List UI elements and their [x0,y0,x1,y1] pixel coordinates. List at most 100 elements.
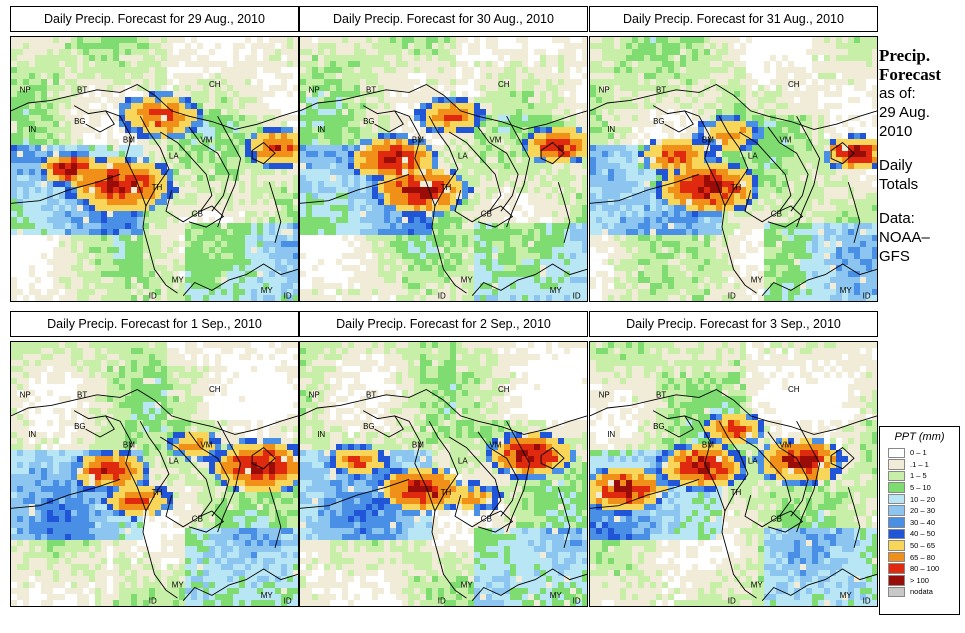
legend-item: 80 – 100 [880,563,959,575]
country-label: TH [441,488,452,497]
legend-item: .1 – 1 [880,459,959,471]
border-line [11,83,155,112]
map-svg: NP BT BG IN BM LA VM TH CB CH MY ID MY ID [300,37,587,301]
country-label: VM [200,441,212,450]
legend-swatch [888,551,905,563]
border-line [477,205,514,228]
border-line [684,415,749,513]
border-line [362,105,404,133]
border-line [159,131,213,223]
legend-swatch [888,447,905,459]
border-line [251,447,276,470]
border-line [733,94,877,130]
country-label: TH [441,183,452,192]
country-label: CH [788,385,800,394]
country-label: CH [498,80,510,89]
totals-label: Totals [879,176,919,193]
border-line [830,447,855,470]
map-svg: NP BT BG IN BM LA VM TH CB CH MY ID MY ID [300,342,587,606]
border-line [443,94,587,130]
country-label: IN [317,430,325,439]
legend-swatch [888,586,905,598]
country-label: VM [779,441,791,450]
forecast-panel-29-aug: Daily Precip. Forecast for 29 Aug., 2010… [10,6,299,302]
border-line [767,205,804,228]
as-of-label: as of: [879,85,916,102]
country-label: MY [461,581,474,590]
data-label: Data: [879,210,915,227]
country-label: VM [200,136,212,145]
country-label: BM [702,441,714,450]
border-line [300,388,444,417]
border-line [11,478,121,509]
border-line [652,410,694,438]
country-label: MY [751,581,764,590]
legend-item: 50 – 65 [880,540,959,552]
map-svg: NP BT BG IN BM LA VM TH CB CH MY ID MY ID [11,37,298,301]
legend-label: > 100 [910,575,929,585]
precip-map: NP BT BG IN BM LA VM TH CB CH MY ID MY ID [299,36,588,302]
country-label: NP [599,85,610,94]
legend-swatch [888,540,905,551]
border-line [217,420,242,533]
border-line [733,399,877,435]
legend-label: 30 – 40 [910,517,936,527]
border-line [182,263,298,296]
border-line [217,115,242,228]
border-line [448,436,502,528]
border-line [847,182,861,244]
country-label: CB [481,210,492,219]
country-label: BT [656,85,666,94]
daily-label: Daily [879,157,913,174]
legend-swatch [888,528,905,540]
country-label: VM [779,136,791,145]
legend-swatch [888,517,905,528]
country-label: CH [788,80,800,89]
legend-label: 10 – 20 [910,494,936,504]
border-line [738,131,792,223]
legend-item: nodata [880,586,959,598]
border-line [268,487,282,549]
side-info: Precip. Forecast as of: 29 Aug. 2010 Dai… [879,46,963,266]
border-line [159,436,213,528]
legend-item: 1 – 5 [880,470,959,482]
forecast-panel-31-aug: Daily Precip. Forecast for 31 Aug., 2010… [589,6,878,302]
country-label: ID [863,291,871,300]
border-line [761,568,877,601]
forecast-panel-1-sep: Daily Precip. Forecast for 1 Sep., 2010 … [10,311,299,607]
border-line [142,510,178,599]
country-label: NP [20,85,31,94]
country-label: ID [149,291,157,300]
border-line [590,478,700,509]
country-label: IN [28,125,36,134]
country-label: IN [317,125,325,134]
forecast-panel-30-aug: Daily Precip. Forecast for 30 Aug., 2010… [299,6,588,302]
border-line [477,126,519,212]
border-line [142,205,178,294]
data-model: GFS [879,248,910,265]
country-label: ID [728,291,736,300]
legend-swatch [888,482,905,493]
country-label: MY [550,286,563,295]
country-label: NP [309,390,320,399]
ppt-legend: PPT (mm) 0 – 1.1 – 1 1 – 5 5 – 10 10 – 20 20… [879,426,960,615]
precip-map: NP BT BG IN BM LA VM TH CB CH MY ID MY ID [589,341,878,607]
border-line [300,478,410,509]
country-label: BM [412,136,424,145]
border-line [448,131,502,223]
border-line [188,431,230,517]
country-label: BT [656,390,666,399]
border-line [154,399,298,435]
border-line [590,388,734,417]
country-label: BG [74,422,86,431]
country-label: BM [702,136,714,145]
legend-label: 80 – 100 [910,564,940,574]
country-label: IN [607,430,615,439]
legend-rows: 0 – 1.1 – 1 1 – 5 5 – 10 10 – 20 20 – 30 30 –… [880,447,959,598]
country-label: ID [149,596,157,605]
legend-title: PPT (mm) [894,431,945,443]
country-label: NP [599,390,610,399]
legend-item: 0 – 1 [880,447,959,459]
country-label: CB [192,210,203,219]
precip-map: NP BT BG IN BM LA VM TH CB CH MY ID MY ID [10,36,299,302]
